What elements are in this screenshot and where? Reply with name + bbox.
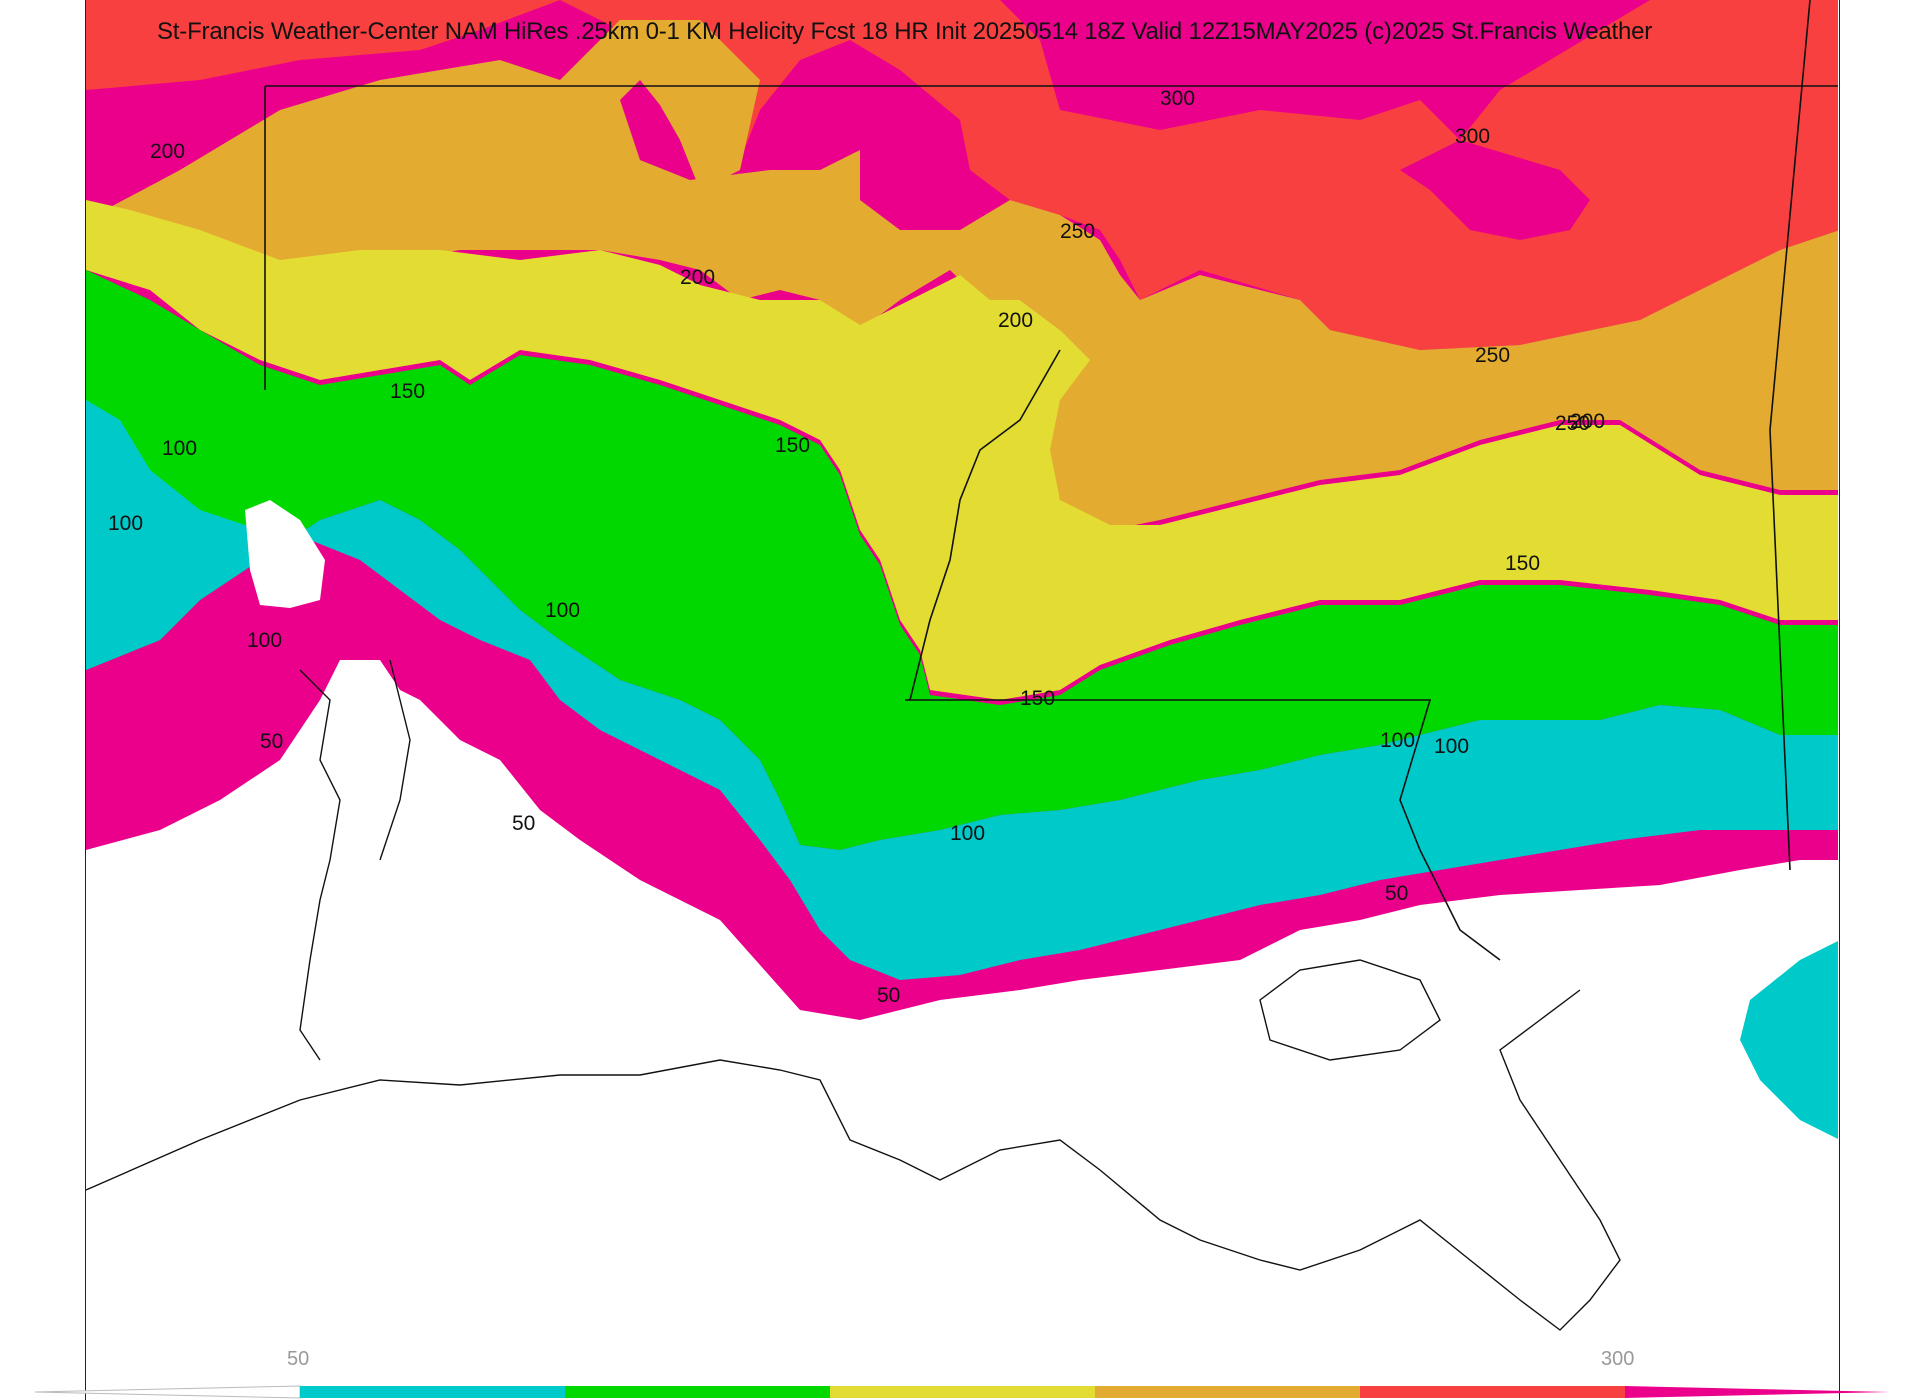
colorbar-segment	[300, 1386, 565, 1398]
contour-label: 50	[1385, 882, 1408, 905]
contour-labels: 2002503003002502002002502001501501501001…	[108, 87, 1605, 1007]
colorbar-tick-low: 50	[287, 1348, 310, 1370]
contour-label: 200	[998, 309, 1033, 332]
contour-label: 200	[1570, 410, 1605, 433]
contour-label: 250	[1555, 412, 1590, 435]
contour-label: 100	[1380, 729, 1415, 752]
colorbar-extend-high	[1625, 1386, 1890, 1398]
contour-label: 150	[1020, 687, 1055, 710]
contour-label: 50	[260, 730, 283, 753]
colorbar	[34, 1385, 1890, 1399]
contour-label: 200	[680, 266, 715, 289]
contour-label: 100	[545, 599, 580, 622]
region-200-250	[86, 0, 1838, 530]
colorbar-segment	[565, 1386, 830, 1398]
state-boundaries	[264, 0, 1838, 961]
contour-label: 150	[1505, 552, 1540, 575]
region-50-100	[86, 400, 1838, 980]
contour-label: 150	[775, 434, 810, 457]
contour-label: 50	[877, 984, 900, 1007]
contour-label: 250	[1060, 220, 1095, 243]
colorbar-tick-high: 300	[1601, 1348, 1635, 1370]
map-frame	[85, 0, 1840, 1400]
contour-label: 100	[247, 629, 282, 652]
contour-label: 100	[950, 822, 985, 845]
contour-label: 300	[1455, 125, 1490, 148]
contour-label: 300	[1160, 87, 1195, 110]
coastline	[86, 659, 1621, 1331]
region-lt-50-hole	[245, 500, 325, 608]
region-250-300	[86, 0, 1838, 350]
contour-label: 100	[108, 512, 143, 535]
colorbar-segment	[1360, 1386, 1625, 1398]
colorbar-segment	[1095, 1386, 1360, 1398]
contour-label: 50	[512, 812, 535, 835]
contour-label: 200	[150, 140, 185, 163]
region-150-200	[86, 200, 1838, 700]
map-title: St-Francis Weather-Center NAM HiRes .25k…	[157, 18, 1653, 45]
region-lt-50	[86, 660, 1838, 1398]
contour-label: 100	[162, 437, 197, 460]
contour-label: 150	[390, 380, 425, 403]
region-50-100-se	[1740, 941, 1838, 1139]
colorbar-segment	[830, 1386, 1095, 1398]
contour-label: 100	[1434, 735, 1469, 758]
contour-label: 250	[1475, 344, 1510, 367]
region-100-150	[86, 270, 1838, 850]
